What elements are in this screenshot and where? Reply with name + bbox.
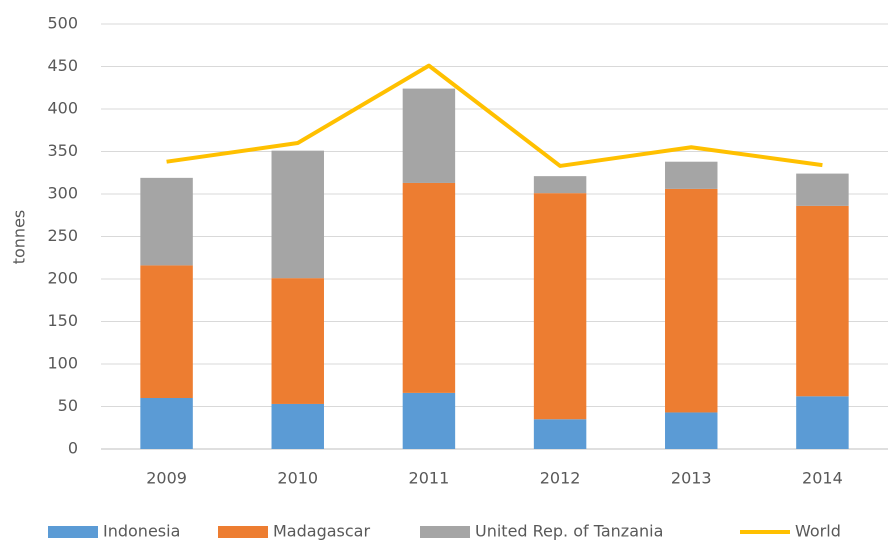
legend-swatch [48, 526, 98, 538]
y-tick-label: 450 [47, 56, 78, 75]
legend-swatch [420, 526, 470, 538]
bar-segment [271, 403, 324, 449]
bar-segment [402, 88, 456, 183]
x-tick-label: 2013 [671, 469, 712, 488]
bar-segment [665, 161, 718, 189]
x-tick-label: 2009 [146, 469, 187, 488]
y-tick-label: 150 [47, 311, 78, 330]
y-tick-label: 500 [47, 14, 78, 33]
y-tick-label: 400 [47, 99, 78, 118]
x-tick-label: 2012 [540, 469, 581, 488]
y-tick-label: 50 [58, 396, 78, 415]
legend-label: Madagascar [273, 522, 370, 541]
bar-segment [402, 392, 456, 449]
legend-label: United Rep. of Tanzania [475, 522, 663, 541]
y-tick-label: 250 [47, 226, 78, 245]
bar-segment [140, 177, 193, 266]
x-tick-label: 2014 [802, 469, 843, 488]
bar-segment [140, 265, 193, 398]
bar-segment [796, 396, 849, 449]
bar-segment [665, 412, 718, 449]
bar-segment [796, 173, 849, 206]
x-tick-label: 2011 [409, 469, 450, 488]
bar-segment [533, 419, 587, 449]
bar-segment [271, 150, 324, 279]
bar-segment [665, 188, 718, 413]
bar-segment [533, 193, 587, 420]
legend-label: World [795, 522, 841, 541]
bar-segment [796, 205, 849, 397]
y-tick-label: 100 [47, 354, 78, 373]
y-tick-label: 200 [47, 269, 78, 288]
bar-segment [533, 176, 587, 194]
x-tick-label: 2010 [277, 469, 318, 488]
y-axis-label: tonnes [10, 210, 29, 265]
y-tick-label: 350 [47, 141, 78, 160]
bar-segment [140, 398, 193, 449]
bar-segment [271, 278, 324, 404]
line-series [166, 63, 823, 168]
y-tick-label: 300 [47, 184, 78, 203]
bar-segment [402, 182, 456, 393]
legend-label: Indonesia [103, 522, 180, 541]
legend-swatch [218, 526, 268, 538]
y-tick-label: 0 [68, 439, 78, 458]
